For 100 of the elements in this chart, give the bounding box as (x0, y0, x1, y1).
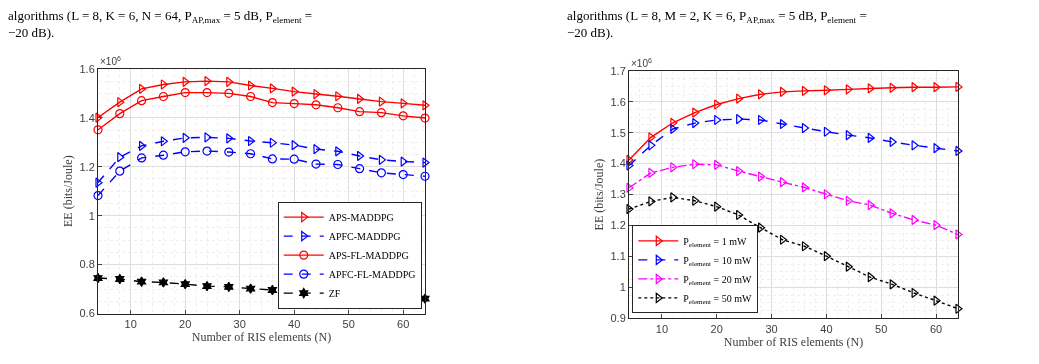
point (158, 150, 168, 160)
legend-label: P$_{element}$ = 10 mW (683, 254, 752, 268)
point (758, 222, 766, 233)
y-tick-label: 1.6 (610, 95, 626, 108)
point (867, 83, 875, 94)
point (115, 166, 125, 176)
point (801, 122, 810, 134)
point (224, 147, 234, 157)
point (400, 98, 408, 109)
y-tick-label: 1.7 (610, 64, 626, 77)
point (335, 146, 343, 157)
point (648, 132, 656, 143)
x-tick-label: 10 (124, 317, 137, 330)
point (933, 295, 941, 306)
point (376, 108, 386, 118)
point (420, 113, 430, 123)
point (670, 117, 678, 128)
y-tick-label: 1.3 (610, 188, 626, 201)
y-tick-label: 0.8 (79, 258, 95, 271)
point (648, 196, 656, 207)
point (670, 162, 678, 173)
point (422, 157, 430, 168)
legend-label: APFC-MADDPG (328, 231, 401, 243)
point (115, 109, 125, 119)
x-tick-label: 50 (342, 317, 355, 330)
legend-label: P$_{element}$ = 1 mW (683, 235, 747, 249)
point (801, 85, 810, 97)
point (845, 195, 853, 206)
point (333, 103, 343, 113)
point (246, 283, 256, 294)
point (226, 133, 234, 144)
point (758, 89, 766, 100)
y-tick-label: 0.9 (610, 312, 626, 325)
y-tick-label: 1.6 (79, 62, 95, 75)
point (335, 91, 343, 102)
point (692, 195, 700, 206)
text: algorithms (L = 8, M = 2, K = 6, P$_{AP,max}$ = 5 dB, P$_{element}$ = −20 dB). (567, 8, 867, 40)
point (137, 96, 147, 106)
legend-label: APS-MADDPG (328, 212, 394, 224)
legend-label: ZF (328, 288, 341, 300)
point (289, 99, 299, 109)
point (95, 177, 103, 188)
point (845, 261, 853, 272)
point (736, 93, 744, 104)
point (180, 147, 190, 157)
point (801, 241, 810, 252)
point (692, 107, 700, 118)
point (93, 125, 103, 135)
point (137, 153, 147, 163)
point (823, 85, 831, 96)
y-axis-title: EE (bits/Joule) (60, 155, 75, 228)
point (422, 100, 430, 111)
legend-label: APS-FL-MADDPG (328, 250, 409, 262)
x-tick-label: 60 (929, 322, 943, 335)
point (115, 273, 125, 285)
y-tick-label: 1 (88, 209, 95, 222)
point (311, 159, 321, 169)
text: ×10$^{6}$ (631, 57, 652, 70)
point (267, 284, 277, 296)
x-tick-label: 40 (288, 317, 301, 330)
point (823, 189, 831, 200)
point (779, 86, 788, 98)
point (670, 192, 678, 203)
x-axis-title: Number of RIS elements (N) (191, 329, 332, 344)
legend-label: P$_{element}$ = 50 mW (683, 292, 752, 306)
point (955, 229, 963, 240)
x-tick-label: 10 (655, 322, 669, 335)
point (180, 278, 190, 290)
x-tick-label: 30 (233, 317, 246, 330)
point (801, 182, 810, 193)
point (246, 149, 256, 159)
point (204, 132, 212, 143)
point (224, 88, 234, 98)
x-axis-title: Number of RIS elements (N) (723, 334, 864, 349)
x-tick-label: 20 (710, 322, 723, 335)
x-tick-label: 30 (765, 322, 778, 335)
y-tick-label: 1.2 (610, 219, 626, 232)
point (269, 83, 277, 94)
y-tick-label: 1.4 (79, 111, 95, 124)
point (779, 234, 788, 245)
legend-label: P$_{element}$ = 20 mW (683, 273, 752, 287)
point (333, 159, 343, 170)
point (355, 164, 365, 174)
point (267, 98, 277, 108)
x-tick-label: 20 (179, 317, 192, 330)
point (93, 190, 103, 201)
point (714, 99, 722, 110)
point (626, 182, 634, 193)
point (376, 168, 386, 178)
y-tick-label: 1.2 (79, 160, 95, 173)
x-tick-label: 50 (875, 322, 888, 335)
point (158, 91, 168, 102)
point (202, 280, 212, 292)
point (246, 91, 256, 102)
point (160, 136, 168, 147)
point (911, 140, 919, 151)
point (758, 171, 766, 182)
y-tick-label: 1.1 (610, 250, 626, 263)
point (289, 154, 299, 164)
point (955, 303, 963, 314)
